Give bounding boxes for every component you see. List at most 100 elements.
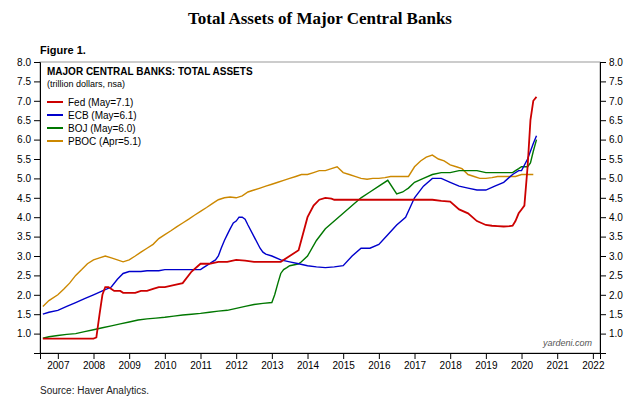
tick: 7.0 <box>17 96 40 107</box>
tick-label: 5.5 <box>609 154 623 165</box>
tick-mark <box>34 140 40 141</box>
tick-mark <box>600 275 606 276</box>
tick-mark <box>522 353 523 359</box>
chart-container: Total Assets of Major Central Banks20072… <box>0 0 640 399</box>
tick-label: 2017 <box>404 360 427 371</box>
y2-axis: 1.01.52.02.53.03.54.04.55.05.56.06.57.07… <box>600 57 623 354</box>
tick-mark <box>593 353 594 359</box>
tick-label: 1.5 <box>17 309 31 320</box>
tick: 2013 <box>261 353 284 371</box>
legend-label: PBOC (Apr=5.1) <box>68 136 141 147</box>
tick-label: 6.5 <box>609 115 623 126</box>
tick-mark <box>600 120 606 121</box>
tick-label: 2008 <box>83 360 106 371</box>
tick-label: 2015 <box>333 360 356 371</box>
tick-label: 2014 <box>297 360 320 371</box>
tick-mark <box>600 237 606 238</box>
tick-label: 8.0 <box>17 57 31 68</box>
tick-mark <box>343 353 344 359</box>
tick: 2.0 <box>600 290 623 301</box>
tick-label: 3.5 <box>609 231 623 242</box>
tick-mark <box>450 353 451 359</box>
tick: 3.0 <box>600 251 623 262</box>
tick-mark <box>600 295 606 296</box>
tick: 2010 <box>154 353 177 371</box>
tick: 4.0 <box>17 212 40 223</box>
legend-label: ECB (May=6.1) <box>68 110 137 121</box>
tick-mark <box>600 314 606 315</box>
legend-swatch <box>47 127 63 129</box>
tick-label: 2019 <box>475 360 498 371</box>
tick: 2012 <box>226 353 249 371</box>
legend-swatch <box>47 140 63 142</box>
tick-label: 5.5 <box>17 154 31 165</box>
tick-mark <box>600 198 606 199</box>
tick-mark <box>34 62 40 63</box>
chart-svg: Total Assets of Major Central Banks20072… <box>0 0 640 399</box>
tick: 4.5 <box>600 193 623 204</box>
tick-label: 5.0 <box>609 173 623 184</box>
tick-label: 8.0 <box>609 57 623 68</box>
tick-label: 3.5 <box>17 231 31 242</box>
tick: 2020 <box>511 353 534 371</box>
tick: 2021 <box>547 353 570 371</box>
tick-label: 2010 <box>154 360 177 371</box>
title: Total Assets of Major Central Banks <box>188 9 452 28</box>
tick-mark <box>34 101 40 102</box>
tick-label: 2.0 <box>17 290 31 301</box>
tick: 8.0 <box>17 57 40 68</box>
annotation: (trillion dollars, nsa) <box>47 79 125 89</box>
tick-label: 6.5 <box>17 115 31 126</box>
legend-label: Fed (May=7.1) <box>68 97 133 108</box>
tick: 2.5 <box>17 270 40 281</box>
y-axis: 1.01.52.02.53.03.54.04.55.05.56.06.57.07… <box>17 57 40 354</box>
tick-mark <box>34 81 40 82</box>
legend-swatch <box>47 101 63 103</box>
tick: 1.0 <box>17 328 40 339</box>
series-line <box>43 155 533 306</box>
tick-mark <box>34 217 40 218</box>
tick: 2015 <box>333 353 356 371</box>
tick: 2.5 <box>600 270 623 281</box>
tick-label: 2.5 <box>609 270 623 281</box>
tick: 5.5 <box>600 154 623 165</box>
tick-mark <box>58 353 59 359</box>
tick-label: 1.0 <box>17 328 31 339</box>
tick: 2009 <box>119 353 142 371</box>
tick-label: 2021 <box>547 360 570 371</box>
annotation: Figure 1. <box>40 44 86 56</box>
tick: 6.5 <box>17 115 40 126</box>
axis-line <box>41 354 601 360</box>
tick: 5.0 <box>17 173 40 184</box>
tick-label: 1.0 <box>609 328 623 339</box>
tick: 2016 <box>368 353 391 371</box>
tick: 3.5 <box>17 231 40 242</box>
tick-mark <box>34 178 40 179</box>
tick-mark <box>34 120 40 121</box>
tick-mark <box>486 353 487 359</box>
legend-label: BOJ (May=6.0) <box>68 123 136 134</box>
tick-mark <box>94 353 95 359</box>
tick-label: 7.0 <box>609 96 623 107</box>
annotation: yardeni.com <box>542 338 593 348</box>
tick-mark <box>557 353 558 359</box>
tick-mark <box>600 217 606 218</box>
tick-label: 3.0 <box>609 251 623 262</box>
tick: 6.0 <box>17 134 40 145</box>
tick-mark <box>34 159 40 160</box>
tick-mark <box>236 353 237 359</box>
tick-label: 2.0 <box>609 290 623 301</box>
tick-label: 7.5 <box>609 76 623 87</box>
annotation: Source: Haver Analytics. <box>40 385 149 396</box>
tick-mark <box>308 353 309 359</box>
series-line <box>43 140 537 339</box>
tick-label: 2016 <box>368 360 391 371</box>
tick: 1.0 <box>600 328 623 339</box>
tick-mark <box>34 256 40 257</box>
tick-label: 2018 <box>440 360 463 371</box>
tick-label: 2020 <box>511 360 534 371</box>
tick-label: 2022 <box>582 360 605 371</box>
series-line <box>43 97 537 339</box>
tick: 2022 <box>582 353 605 371</box>
tick: 1.5 <box>17 309 40 320</box>
